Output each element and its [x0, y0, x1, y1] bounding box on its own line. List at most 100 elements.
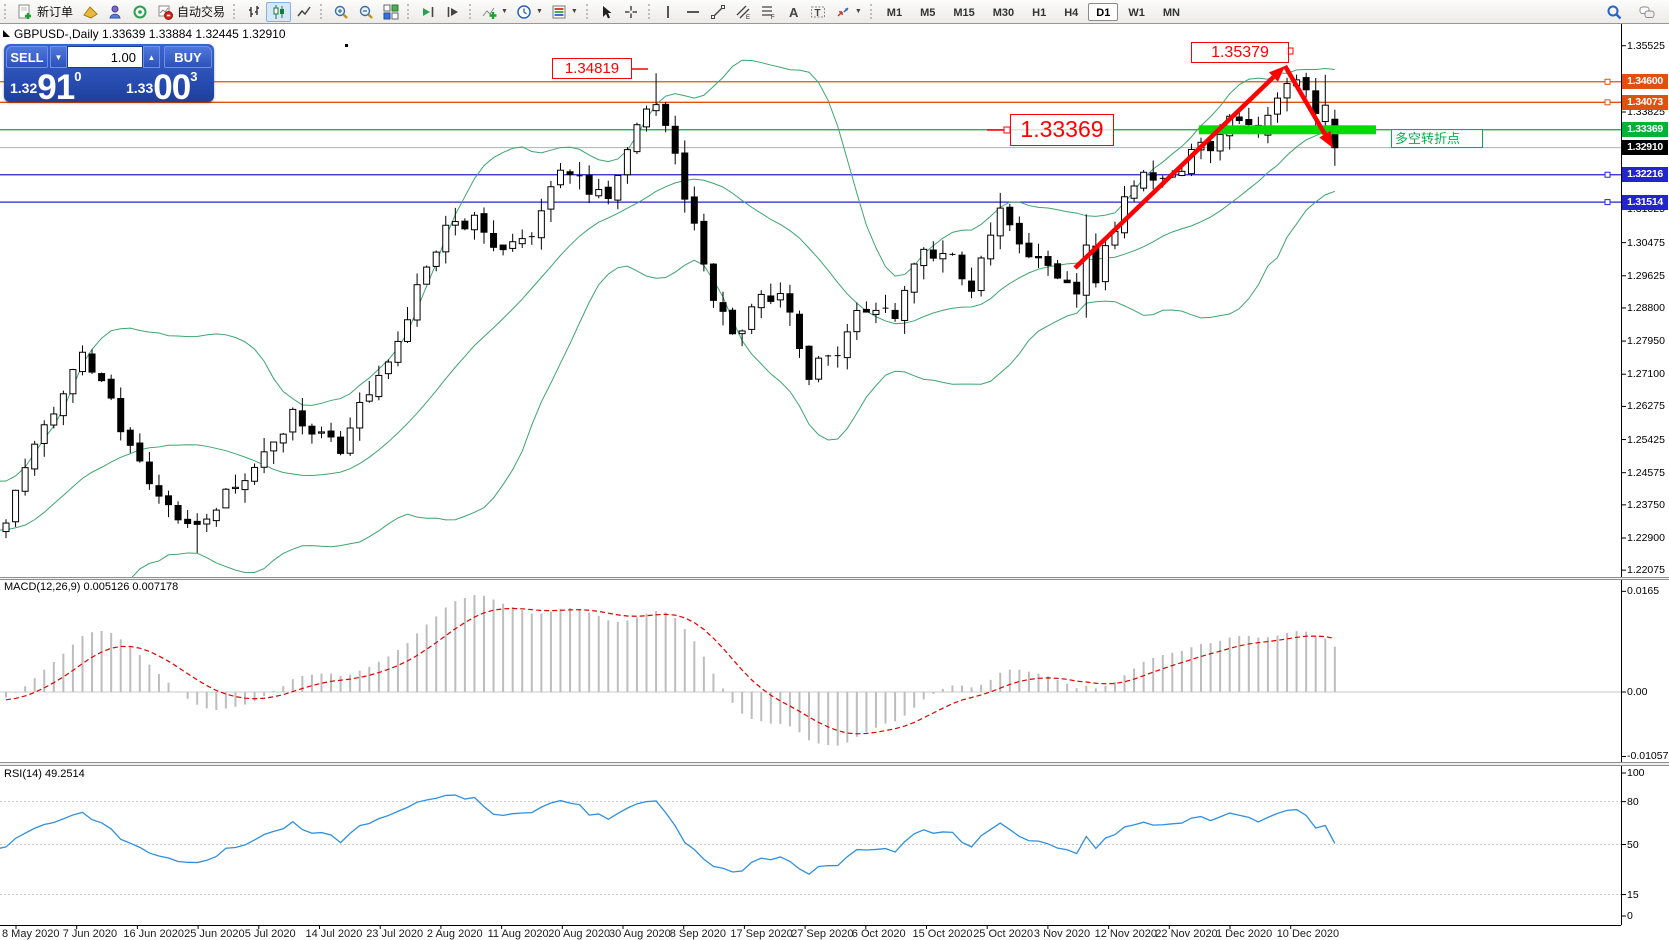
label-icon: T	[810, 3, 827, 20]
macd-pane[interactable]	[0, 594, 1621, 746]
rsi-axis-label: 50	[1627, 838, 1639, 851]
line-chart-button[interactable]	[291, 2, 316, 22]
volume-input[interactable]: 1.00	[67, 46, 143, 68]
profile-button[interactable]	[102, 2, 127, 22]
cursor-button[interactable]	[594, 2, 619, 22]
timeframe-H4[interactable]: H4	[1064, 6, 1079, 19]
date-tick-label: 1 Dec 2020	[1216, 928, 1273, 940]
trend-arrow-head[interactable]	[1319, 130, 1333, 148]
chevron-down-icon: ▼	[854, 8, 862, 15]
line-handle[interactable]	[1604, 171, 1611, 178]
macd-label: MACD(12,26,9) 0.005126 0.007178	[4, 581, 179, 593]
price-tag: 1.34073	[1622, 94, 1668, 110]
chat-icon	[1638, 3, 1655, 20]
templates-button[interactable]: ▼	[547, 2, 582, 22]
autotrading-icon	[156, 3, 173, 20]
main-pane[interactable]	[0, 47, 1621, 608]
autotrading-button[interactable]: 自动交易	[152, 2, 229, 22]
candlestick-button[interactable]	[266, 1, 292, 22]
macd-axis-label: 0.00	[1627, 686, 1648, 698]
toolbar-button-label: 新订单	[37, 5, 74, 19]
date-tick-label: 5 Jul 2020	[244, 928, 296, 940]
date-tick-label: 6 Oct 2020	[851, 928, 906, 940]
channel-button[interactable]: E	[731, 2, 756, 22]
line-handle[interactable]	[1604, 78, 1611, 85]
signals-button[interactable]	[127, 2, 152, 22]
timeframe-M5[interactable]: M5	[920, 6, 936, 19]
price-tick-label: 1.22900	[1627, 531, 1665, 544]
vertical-line-button[interactable]	[656, 2, 681, 22]
object-anchor-dot	[345, 44, 348, 47]
chart-shift-button[interactable]	[440, 2, 465, 22]
timeframe-W1[interactable]: W1	[1128, 6, 1145, 19]
price-annotation-1.33369[interactable]: 1.33369	[1010, 114, 1114, 146]
price-tick-label: 1.25425	[1627, 433, 1665, 446]
periods-button[interactable]: ▼	[512, 2, 547, 22]
chart-area[interactable]: GBPUSD-,Daily 1.33639 1.33884 1.32445 1.…	[0, 24, 1669, 940]
timeframe-M1[interactable]: M1	[886, 6, 903, 19]
auto-scroll-button[interactable]	[415, 2, 440, 22]
rsi-pane[interactable]	[0, 794, 1621, 896]
date-tick-label: 11 Aug 2020	[487, 928, 549, 940]
buy-button[interactable]: BUY	[164, 46, 212, 68]
auto-scroll-icon	[419, 3, 436, 20]
indicators-button[interactable]: ▼	[477, 2, 512, 22]
volume-decrease-button[interactable]: ▼	[50, 46, 67, 68]
macd-signal-line	[5, 607, 1335, 735]
pivot-highlight-bar[interactable]	[1199, 125, 1376, 135]
price-tick-label: 1.24575	[1627, 466, 1665, 479]
hline-icon	[685, 3, 702, 20]
svg-text:E: E	[746, 15, 750, 20]
price-tick-label: 1.28800	[1627, 301, 1665, 314]
timeframe-M15[interactable]: M15	[953, 6, 975, 19]
volume-increase-button[interactable]: ▲	[143, 46, 160, 68]
timeframe-D1[interactable]: D1	[1088, 2, 1119, 21]
line-handle[interactable]	[1604, 199, 1611, 206]
editor-button[interactable]	[77, 2, 102, 22]
text-button[interactable]: A	[781, 2, 806, 22]
text-label-button[interactable]: T	[806, 2, 831, 22]
fibo-icon: F	[760, 3, 777, 20]
rsi-axis-label: 80	[1627, 795, 1639, 808]
crosshair-button[interactable]	[619, 2, 644, 22]
channel-icon: E	[735, 3, 752, 20]
tile-windows-button[interactable]	[378, 2, 403, 22]
pivot-note-label[interactable]: 多空转折点	[1391, 129, 1483, 148]
zoom-out-button[interactable]	[353, 2, 378, 22]
toolbar-right	[1601, 2, 1667, 22]
symbol-title: GBPUSD-,Daily 1.33639 1.33884 1.32445 1.…	[14, 27, 286, 41]
trendline-button[interactable]	[706, 2, 731, 22]
arrows-button[interactable]: ▼	[831, 2, 866, 22]
line-handle[interactable]	[1604, 99, 1611, 106]
zoom-out-icon	[357, 3, 374, 20]
timeframe-MN[interactable]: MN	[1162, 6, 1180, 19]
rsi-line	[0, 794, 1336, 876]
date-tick-label: 2 Aug 2020	[426, 928, 483, 940]
rsi-axis-label: 0	[1627, 910, 1633, 922]
timeframe-H1[interactable]: H1	[1032, 6, 1047, 19]
trend-arrow-head[interactable]	[1268, 66, 1285, 82]
price-annotation-1.35379[interactable]: 1.35379	[1191, 42, 1289, 63]
date-tick-label: 8 Sep 2020	[669, 928, 726, 940]
bar-chart-button[interactable]	[241, 2, 266, 22]
zoom-in-button[interactable]	[328, 2, 353, 22]
line-chart-icon	[295, 3, 312, 20]
toolbar-button-label: 自动交易	[177, 5, 226, 19]
date-tick-label: 30 Aug 2020	[609, 928, 671, 940]
search-button[interactable]	[1601, 2, 1626, 22]
bar-chart-icon	[245, 3, 262, 20]
chat-button[interactable]	[1634, 2, 1659, 22]
fibonacci-button[interactable]: F	[756, 2, 781, 22]
new-order-button[interactable]: 新订单	[12, 2, 77, 22]
date-tick-label: 22 Nov 2020	[1155, 928, 1218, 940]
price-tag: 1.33369	[1622, 122, 1668, 138]
horizontal-line-button[interactable]	[681, 2, 706, 22]
one-click-trading-panel: SELL ▼ 1.00 ▲ BUY 1.32910 1.33003	[4, 44, 214, 107]
date-tick-label: 14 Jul 2020	[305, 928, 363, 940]
date-tick-label: 25 Jun 2020	[184, 928, 245, 940]
price-annotation-1.34819[interactable]: 1.34819	[552, 58, 632, 79]
sell-button[interactable]: SELL	[6, 46, 48, 68]
new-order-icon	[16, 3, 33, 20]
timeframe-M30[interactable]: M30	[992, 6, 1015, 19]
